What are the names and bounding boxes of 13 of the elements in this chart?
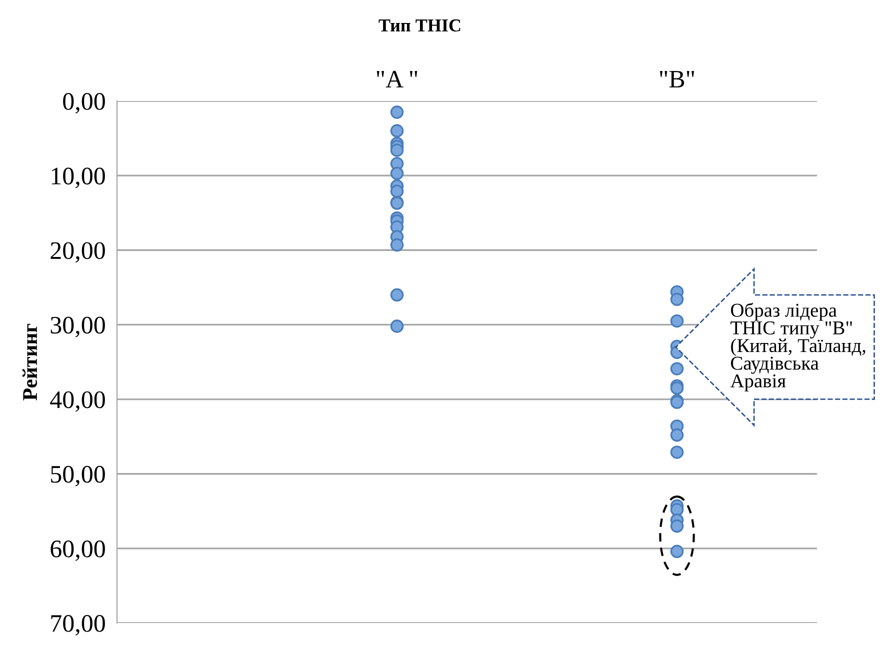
- y-tick-label: 70,00: [51, 615, 105, 636]
- y-tick-label: 20,00: [50, 242, 105, 263]
- annotation: Образ лідера ТНІС типу "В" (Китай, Таїланд, Саудівська Аравія: [730, 302, 866, 392]
- y-tick-label: 10,00: [52, 168, 105, 188]
- y-axis-title: Рейтинг: [22, 324, 38, 400]
- x-tick-label: "B": [660, 70, 694, 88]
- y-tick-label: 40,00: [50, 391, 105, 412]
- chart-title: Тип ТНІС: [378, 19, 460, 32]
- y-tick-label: 50,00: [51, 466, 105, 486]
- y-tick-label: 60,00: [50, 540, 105, 561]
- y-tick-label: 0,00: [63, 93, 105, 114]
- x-tick-label: "A ": [376, 70, 418, 88]
- y-tick-label: 30,00: [50, 316, 105, 338]
